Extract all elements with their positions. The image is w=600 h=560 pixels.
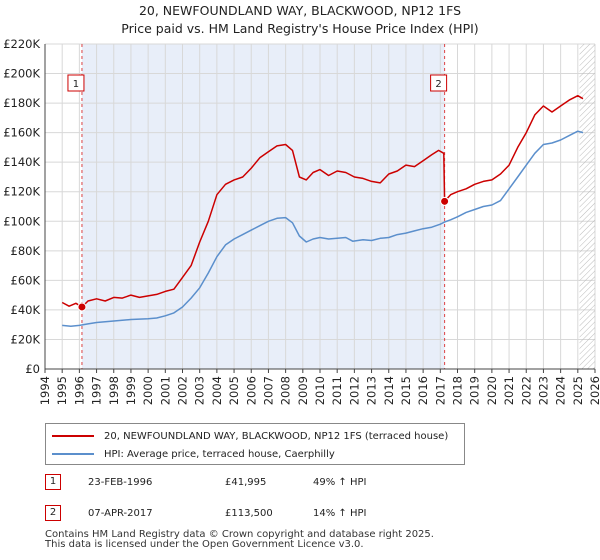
x-tick-label: 2000 — [141, 376, 155, 405]
x-tick-label: 2003 — [193, 376, 207, 405]
sale-marker-badge: 2 — [45, 505, 61, 521]
x-tick-label: 2007 — [261, 376, 275, 405]
sale-hpi-diff: 14% ↑ HPI — [313, 508, 367, 519]
y-tick-label: £120K — [3, 185, 40, 199]
property-series-line — [61, 94, 584, 308]
x-tick-label: 2024 — [554, 376, 568, 405]
x-tick-label: 2001 — [158, 376, 172, 405]
sale-marker-badge: 1 — [45, 474, 61, 490]
x-tick-label: 2022 — [519, 376, 533, 405]
x-tick-label: 1997 — [90, 376, 104, 405]
legend-label-hpi: HPI: Average price, terraced house, Caer… — [104, 448, 335, 460]
legend-item-property: 20, NEWFOUNDLAND WAY, BLACKWOOD, NP12 1F… — [52, 428, 448, 444]
x-tick-label: 2016 — [416, 376, 430, 405]
x-tick-label: 2019 — [468, 376, 482, 405]
y-tick-label: £220K — [3, 37, 40, 51]
legend-label-property: 20, NEWFOUNDLAND WAY, BLACKWOOD, NP12 1F… — [104, 430, 449, 442]
sale-price: £113,500 — [225, 508, 273, 519]
y-tick-label: £160K — [3, 126, 40, 140]
sale-row-2: 2 07-APR-2017 £113,500 14% ↑ HPI — [45, 505, 545, 523]
sale-label-box — [430, 74, 448, 92]
x-tick-label: 2008 — [279, 376, 293, 405]
x-tick-label: 2021 — [502, 376, 516, 405]
x-tick-label: 2025 — [571, 376, 585, 405]
x-tick-label: 2011 — [330, 376, 344, 405]
x-tick-label: 2009 — [296, 376, 310, 405]
x-tick-label: 2026 — [588, 376, 600, 405]
sale-label-box — [67, 74, 85, 92]
x-tick-label: 2002 — [176, 376, 190, 405]
x-tick-label: 2020 — [485, 376, 499, 405]
x-tick-label: 2006 — [244, 376, 258, 405]
y-tick-label: £200K — [3, 67, 40, 81]
x-tick-label: 2013 — [365, 376, 379, 405]
sale-hpi-diff: 49% ↑ HPI — [313, 477, 367, 488]
x-tick-label: 2023 — [536, 376, 550, 405]
x-tick-label: 1998 — [107, 376, 121, 405]
sale-label-number: 2 — [435, 79, 441, 90]
x-tick-label: 2015 — [399, 376, 413, 405]
y-tick-label: £80K — [11, 244, 41, 258]
legend-item-hpi: HPI: Average price, terraced house, Caer… — [52, 446, 335, 462]
x-tick-label: 2017 — [433, 376, 447, 405]
y-tick-label: £0 — [25, 362, 40, 376]
price-chart: 20, NEWFOUNDLAND WAY, BLACKWOOD, NP12 1F… — [3, 3, 600, 405]
chart-subtitle: Price paid vs. HM Land Registry's House … — [121, 21, 478, 36]
y-tick-label: £180K — [3, 96, 40, 110]
sale-date: 07-APR-2017 — [88, 508, 153, 519]
x-tick-label: 1994 — [38, 376, 52, 405]
sale-point — [77, 302, 87, 312]
x-tick-label: 1996 — [72, 376, 86, 405]
footer-licence: This data is licensed under the Open Gov… — [45, 539, 364, 550]
y-tick-label: £60K — [11, 273, 41, 287]
footer: Contains HM Land Registry data © Crown c… — [45, 530, 434, 550]
x-tick-label: 2005 — [227, 376, 241, 405]
sale-price: £41,995 — [225, 477, 267, 488]
x-tick-label: 2004 — [210, 376, 224, 405]
ownership-period-shading — [81, 44, 445, 369]
sale-label-number: 1 — [73, 79, 79, 90]
x-tick-label: 1995 — [55, 376, 69, 405]
y-tick-label: £140K — [3, 155, 40, 169]
y-tick-label: £40K — [11, 303, 41, 317]
legend-swatch-property — [52, 435, 94, 437]
x-tick-label: 2014 — [382, 376, 396, 405]
forecast-hatch — [579, 44, 595, 369]
y-tick-label: £100K — [3, 214, 40, 228]
sale-point — [440, 196, 450, 206]
y-tick-label: £20K — [11, 332, 41, 346]
footer-copyright: Contains HM Land Registry data © Crown c… — [45, 529, 434, 540]
x-tick-label: 2010 — [313, 376, 327, 405]
sale-row-1: 1 23-FEB-1996 £41,995 49% ↑ HPI — [45, 474, 545, 492]
legend: 20, NEWFOUNDLAND WAY, BLACKWOOD, NP12 1F… — [45, 423, 465, 465]
x-tick-label: 2018 — [451, 376, 465, 405]
hpi-series-line — [62, 130, 584, 327]
chart-title: 20, NEWFOUNDLAND WAY, BLACKWOOD, NP12 1F… — [139, 3, 461, 18]
x-tick-label: 1999 — [124, 376, 138, 405]
sale-date: 23-FEB-1996 — [88, 477, 153, 488]
x-tick-label: 2012 — [347, 376, 361, 405]
legend-swatch-hpi — [52, 453, 94, 455]
